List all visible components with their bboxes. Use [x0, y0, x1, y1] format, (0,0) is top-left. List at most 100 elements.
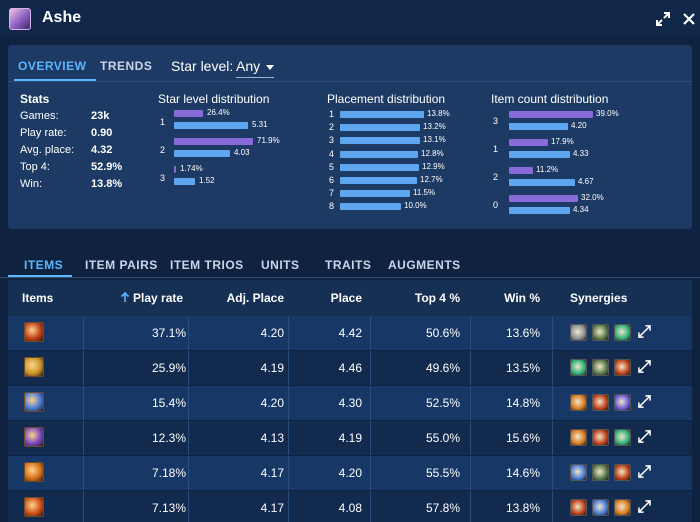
column-divider	[188, 456, 189, 490]
cell-place: 4.08	[338, 501, 362, 515]
column-divider	[83, 456, 84, 490]
placement-row-label: 6	[329, 175, 335, 185]
synergy-item-icon[interactable]	[592, 359, 609, 376]
column-divider	[552, 456, 553, 490]
tab-augments[interactable]: AUGMENTS	[388, 258, 461, 272]
table-row[interactable]: 12.3% 4.13 4.19 55.0% 15.6%	[8, 421, 692, 455]
synergy-item-icon[interactable]	[614, 394, 631, 411]
cell-win: 13.8%	[505, 501, 540, 515]
synergy-item-icon[interactable]	[592, 429, 609, 446]
arrow-up-icon	[120, 291, 130, 302]
cell-place: 4.42	[338, 326, 362, 340]
placement-bar-label: 13.2%	[423, 122, 446, 132]
col-header-win[interactable]: Win %	[504, 291, 540, 305]
synergy-item-icon[interactable]	[592, 324, 609, 341]
cell-play-rate: 7.13%	[151, 501, 186, 515]
cell-play-rate: 15.4%	[151, 396, 186, 410]
placement-row-label: 5	[329, 161, 335, 172]
column-divider	[288, 491, 289, 522]
column-divider	[288, 386, 289, 420]
table-row[interactable]: 15.4% 4.20 4.30 52.5% 14.8%	[8, 386, 692, 420]
synergy-item-icon[interactable]	[570, 464, 587, 481]
synergy-item-icon[interactable]	[570, 324, 587, 341]
table-row[interactable]: 25.9% 4.19 4.46 49.6% 13.5%	[8, 351, 692, 385]
expand-arrow-icon[interactable]	[638, 500, 651, 513]
stat-label-avg-place: Avg. place:	[20, 144, 75, 156]
column-divider	[83, 386, 84, 420]
synergy-item-icon[interactable]	[614, 499, 631, 516]
expand-arrow-icon[interactable]	[638, 360, 651, 373]
tab-item-pairs[interactable]: ITEM PAIRS	[85, 258, 158, 272]
item-count-bar-percent	[509, 139, 548, 146]
cell-win: 14.8%	[505, 396, 540, 410]
cell-top4: 49.6%	[425, 361, 460, 375]
synergy-item-icon[interactable]	[614, 359, 631, 376]
cell-place: 4.46	[338, 361, 362, 375]
col-header-play-rate-label: Play rate	[133, 291, 184, 305]
expand-arrow-icon[interactable]	[638, 395, 651, 408]
tab-item-trios[interactable]: ITEM TRIOS	[170, 258, 244, 272]
cell-place: 4.30	[338, 396, 362, 410]
cell-adj-place: 4.20	[260, 326, 284, 340]
synergy-item-icon[interactable]	[592, 499, 609, 516]
col-header-play-rate[interactable]: Play rate	[120, 291, 183, 305]
column-divider	[188, 421, 189, 455]
star-level-label: Star level:	[171, 58, 234, 74]
tab-trends[interactable]: TRENDS	[100, 59, 153, 73]
column-divider	[370, 351, 371, 385]
placement-distribution: 1 13.8% 2 13.2% 3 13.1% 4 12.8% 5 12.9% 6 12.7% 7 11.…	[327, 109, 487, 219]
tab-overview[interactable]: OVERVIEW	[18, 59, 87, 73]
synergy-item-icon[interactable]	[592, 464, 609, 481]
placement-row-label: 1	[329, 109, 335, 119]
cell-play-rate: 25.9%	[151, 361, 186, 375]
synergy-item-icon[interactable]	[570, 394, 587, 411]
tab-items[interactable]: ITEMS	[24, 258, 64, 272]
synergy-item-icon[interactable]	[570, 499, 587, 516]
item-icon[interactable]	[24, 462, 44, 482]
synergy-item-icon[interactable]	[614, 324, 631, 341]
placement-bar-label: 10.0%	[404, 201, 427, 211]
expand-arrow-icon[interactable]	[638, 325, 651, 338]
tab-active-underline	[14, 79, 96, 81]
item-icon[interactable]	[24, 322, 44, 342]
col-header-adj-place[interactable]: Adj. Place	[226, 291, 284, 305]
column-divider	[370, 421, 371, 455]
item-count-bar-place	[509, 123, 568, 130]
expand-arrow-icon[interactable]	[638, 430, 651, 443]
star-level-select[interactable]: Any	[236, 58, 275, 78]
synergy-item-icon[interactable]	[570, 359, 587, 376]
item-count-bar-percent-label: 32.0%	[581, 193, 604, 202]
col-header-top4[interactable]: Top 4 %	[414, 291, 460, 305]
item-icon[interactable]	[24, 497, 44, 517]
placement-bar-label: 13.8%	[427, 109, 450, 118]
placement-bar	[340, 190, 410, 198]
placement-distribution-title: Placement distribution	[327, 92, 446, 106]
synergy-item-icon[interactable]	[592, 394, 609, 411]
expand-icon[interactable]	[655, 11, 671, 27]
cell-top4: 57.8%	[425, 501, 460, 515]
synergy-item-icon[interactable]	[570, 429, 587, 446]
tab-traits[interactable]: TRAITS	[325, 258, 372, 272]
col-header-items[interactable]: Items	[22, 291, 54, 305]
expand-arrow-icon[interactable]	[638, 465, 651, 478]
column-divider	[470, 491, 471, 522]
synergy-item-icon[interactable]	[614, 464, 631, 481]
column-divider	[470, 351, 471, 385]
item-icon[interactable]	[24, 357, 44, 377]
title-bar: Ashe	[0, 0, 700, 38]
tab-units[interactable]: UNITS	[261, 258, 300, 272]
cell-win: 13.5%	[505, 361, 540, 375]
item-icon[interactable]	[24, 427, 44, 447]
table-row[interactable]: 37.1% 4.20 4.42 50.6% 13.6%	[8, 316, 692, 350]
cell-adj-place: 4.17	[260, 466, 284, 480]
item-icon[interactable]	[24, 392, 44, 412]
close-icon[interactable]	[681, 11, 697, 27]
column-divider	[470, 316, 471, 350]
col-header-place[interactable]: Place	[330, 291, 362, 305]
table-row[interactable]: 7.13% 4.17 4.08 57.8% 13.8%	[8, 491, 692, 522]
column-divider	[370, 316, 371, 350]
stat-value-play-rate: 0.90	[91, 127, 113, 139]
item-count-distribution: 3 39.0% 4.20 1 17.9% 4.33 2 11.2% 4.67 0 32.0% 4.34	[491, 109, 681, 224]
synergy-item-icon[interactable]	[614, 429, 631, 446]
table-row[interactable]: 7.18% 4.17 4.20 55.5% 14.6%	[8, 456, 692, 490]
